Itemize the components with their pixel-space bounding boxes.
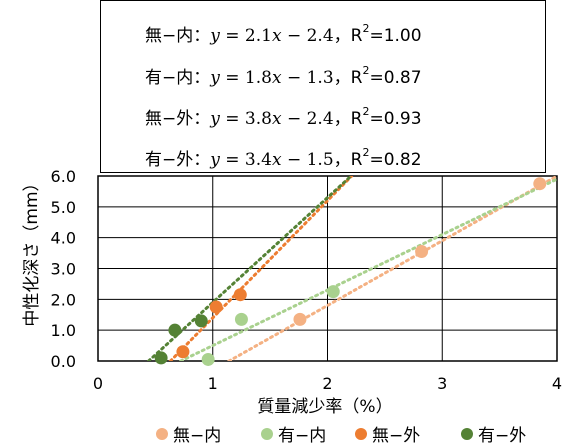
equation-comma: ， bbox=[333, 26, 351, 46]
data-point bbox=[293, 312, 307, 326]
equation-line-3: 無−外：y = 3.8x − 2.4，R2=0.93 bbox=[145, 104, 422, 129]
legend-label: 有−内 bbox=[278, 426, 326, 446]
equation-line-4: 有−外：y = 3.4x − 1.5，R2=0.82 bbox=[145, 145, 422, 170]
equation-line-2: 有−内：y = 1.8x − 1.3，R2=0.87 bbox=[145, 63, 422, 88]
y-tick-label: 1.0 bbox=[51, 321, 76, 340]
equation-series-name: 有−外 bbox=[145, 150, 194, 170]
y-tick-label: 6.0 bbox=[51, 167, 76, 186]
legend-label: 無−内 bbox=[173, 426, 221, 446]
r-squared: R2=0.82 bbox=[350, 146, 422, 170]
x-tick-label: 2 bbox=[322, 374, 332, 393]
equation-formula: y = 3.4x − 1.5 bbox=[210, 150, 334, 170]
trendline bbox=[147, 176, 354, 361]
equation-formula: y = 3.8x − 2.4 bbox=[210, 109, 334, 129]
trendline bbox=[179, 177, 557, 361]
data-point bbox=[154, 351, 168, 365]
equation-formula: y = 2.1x − 2.4 bbox=[210, 26, 334, 46]
equation-series-name: 有−内 bbox=[145, 68, 194, 88]
y-tick-label: 4.0 bbox=[51, 229, 76, 248]
equation-series-name: 無−外 bbox=[145, 109, 194, 129]
data-point bbox=[326, 285, 340, 299]
x-axis-label: 質量減少率（%） bbox=[257, 397, 392, 417]
r-squared: R2=0.87 bbox=[350, 64, 422, 88]
equation-comma: ， bbox=[333, 109, 351, 129]
legend-label: 無−外 bbox=[372, 426, 420, 446]
data-point bbox=[209, 300, 223, 314]
equation-comma: ， bbox=[333, 68, 351, 88]
equation-comma: ， bbox=[333, 150, 351, 170]
equation-separator: ： bbox=[193, 68, 211, 88]
data-point bbox=[194, 314, 208, 328]
trendline bbox=[168, 176, 354, 361]
data-point bbox=[533, 177, 547, 191]
data-point bbox=[233, 288, 247, 302]
equation-formula: y = 1.8x − 1.3 bbox=[210, 68, 334, 88]
y-tick-label: 3.0 bbox=[51, 260, 76, 279]
x-tick-label: 1 bbox=[208, 374, 218, 393]
plot-area-border bbox=[97, 175, 558, 362]
y-axis-label: 中性化深さ（mm） bbox=[22, 174, 42, 326]
y-tick-label: 0.0 bbox=[51, 352, 76, 371]
equation-separator: ： bbox=[193, 150, 211, 170]
y-tick-label: 5.0 bbox=[51, 198, 76, 217]
x-tick-label: 4 bbox=[552, 374, 562, 393]
data-point bbox=[415, 245, 429, 259]
equation-separator: ： bbox=[193, 109, 211, 129]
legend-marker bbox=[355, 428, 367, 440]
x-tick-label: 3 bbox=[437, 374, 447, 393]
legend-marker bbox=[261, 428, 273, 440]
regression-equation-box: 無−内：y = 2.1x − 2.4，R2=1.00 有−内：y = 1.8x … bbox=[100, 0, 546, 173]
legend-label: 有−外 bbox=[478, 426, 526, 446]
trendline-group bbox=[147, 176, 557, 361]
y-tick-label: 2.0 bbox=[51, 290, 76, 309]
data-point bbox=[201, 352, 215, 366]
r-squared: R2=0.93 bbox=[350, 105, 422, 129]
equation-line-1: 無−内：y = 2.1x − 2.4，R2=1.00 bbox=[145, 21, 422, 46]
equation-series-name: 無−内 bbox=[145, 26, 194, 46]
data-point bbox=[168, 323, 182, 337]
legend-marker bbox=[461, 428, 473, 440]
x-tick-label: 0 bbox=[93, 374, 103, 393]
data-point bbox=[234, 312, 248, 326]
data-point bbox=[176, 345, 190, 359]
r-squared: R2=1.00 bbox=[350, 22, 422, 46]
equation-separator: ： bbox=[193, 26, 211, 46]
legend-marker bbox=[156, 428, 168, 440]
